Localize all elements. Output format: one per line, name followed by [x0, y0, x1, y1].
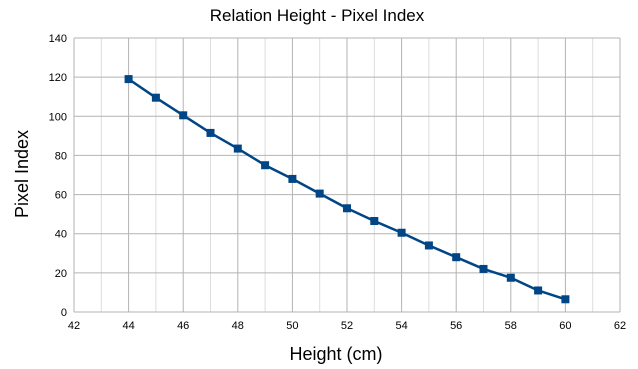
y-tick-label: 20 — [55, 268, 67, 280]
x-tick-label: 50 — [286, 320, 298, 332]
data-point-marker — [534, 286, 543, 295]
x-tick-label: 48 — [232, 320, 244, 332]
data-point-marker — [206, 128, 215, 137]
x-tick-label: 42 — [68, 320, 80, 332]
x-tick-label: 44 — [122, 320, 134, 332]
x-tick-label: 56 — [450, 320, 462, 332]
data-point-marker — [370, 216, 379, 225]
data-point-marker — [397, 228, 406, 237]
data-point-marker — [452, 253, 461, 262]
data-point-marker — [124, 75, 133, 84]
grid — [73, 37, 621, 313]
y-tick-label: 60 — [55, 190, 67, 202]
data-point-marker — [479, 264, 488, 273]
data-point-marker — [288, 174, 297, 183]
x-tick-label: 52 — [341, 320, 353, 332]
chart-title: Relation Height - Pixel Index — [210, 6, 425, 25]
data-point-marker — [151, 93, 160, 102]
y-tick-label: 80 — [55, 150, 67, 162]
y-tick-label: 100 — [49, 111, 67, 123]
y-tick-label: 40 — [55, 229, 67, 241]
y-tick-label: 120 — [49, 72, 67, 84]
y-tick-label: 140 — [49, 33, 67, 45]
x-tick-label: 62 — [614, 320, 626, 332]
axes — [73, 38, 620, 313]
data-point-marker — [506, 273, 515, 282]
x-tick-label: 60 — [559, 320, 571, 332]
data-point-marker — [179, 111, 188, 120]
x-tick-label: 58 — [505, 320, 517, 332]
tick-labels: 42 44 46 48 50 52 54 56 58 60 62 0 20 40 60 80 100 120 140 — [49, 33, 626, 332]
x-axis-title: Height (cm) — [289, 344, 382, 364]
data-point-marker — [233, 144, 242, 153]
data-point-marker — [315, 189, 324, 198]
y-tick-label: 0 — [61, 307, 67, 319]
data-point-marker — [561, 295, 570, 304]
data-point-marker — [261, 161, 270, 170]
series-layer — [124, 75, 570, 304]
x-tick-label: 46 — [177, 320, 189, 332]
data-point-marker — [343, 204, 351, 213]
y-axis-title: Pixel Index — [12, 130, 32, 218]
data-point-marker — [424, 241, 433, 250]
x-tick-label: 54 — [395, 320, 407, 332]
